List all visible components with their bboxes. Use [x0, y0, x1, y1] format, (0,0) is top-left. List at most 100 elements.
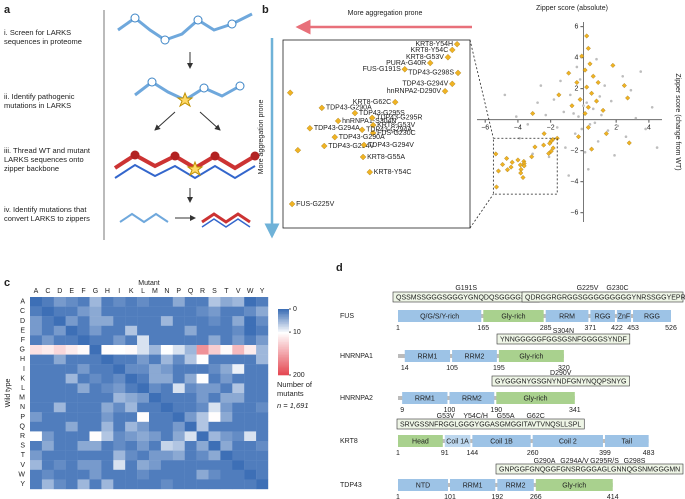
data-point [573, 132, 577, 135]
protein-name: FUS [340, 313, 354, 320]
domain-label: RRM1 [463, 482, 483, 489]
data-point [589, 146, 595, 152]
heatmap-cell [220, 316, 233, 326]
heatmap-cell [41, 421, 54, 432]
point-label: TDP43-G294V [368, 142, 414, 149]
data-point [504, 167, 510, 173]
heatmap-cell [172, 412, 185, 422]
point-label: TDP43-G294V [402, 81, 448, 88]
heatmap-cell [41, 393, 54, 403]
data-point [564, 146, 567, 149]
heatmap-cell [184, 316, 197, 326]
colorbar-label: 0 [293, 306, 297, 313]
residue-number: 190 [490, 407, 502, 414]
heatmap-cell [184, 335, 197, 346]
heatmap-cell [101, 335, 114, 346]
data-point [517, 162, 523, 168]
data-point [530, 110, 536, 116]
heatmap-cell [30, 297, 43, 307]
y-tick-label: V [20, 462, 25, 469]
heatmap-cell [77, 345, 90, 355]
heatmap-cell [256, 393, 269, 403]
data-point [503, 93, 507, 97]
x-tick-label: D [57, 288, 62, 295]
heatmap-cell [196, 393, 209, 403]
colorbar-step [278, 356, 289, 359]
residue-number: 14 [401, 365, 409, 372]
x-tick-label: S [212, 288, 217, 295]
colorbar-step [278, 309, 289, 311]
heatmap-cell [113, 335, 126, 346]
data-point [287, 89, 294, 96]
heatmap-cell [149, 354, 162, 365]
heatmap-cell [220, 479, 233, 490]
data-point [520, 175, 526, 180]
heatmap-cell [53, 460, 66, 470]
data-point [427, 59, 434, 67]
heatmap-cell [65, 441, 78, 451]
heatmap-cell [125, 306, 138, 317]
workflow-step: iii. Thread WT and mutant LARKS sequence… [4, 146, 91, 173]
heatmap-cell [41, 441, 54, 451]
residue-number: 101 [444, 494, 456, 499]
colorbar-step [278, 343, 289, 346]
heatmap-cell [53, 325, 66, 336]
domain-label: RRM2 [506, 482, 526, 489]
heatmap-cell [256, 460, 269, 470]
x-tick-label: K [129, 288, 134, 295]
workflow-step: i. Screen for LARKS sequences in proteom… [4, 28, 82, 46]
heatmap-cell [65, 450, 78, 461]
heatmap-cell [101, 431, 114, 442]
data-point [541, 142, 547, 148]
data-point [588, 123, 592, 126]
heatmap-cell [101, 402, 114, 413]
heatmap-cell [65, 345, 78, 355]
colorbar-step [278, 322, 289, 325]
sequence-box [521, 291, 684, 303]
heatmap-cell [137, 469, 150, 480]
heatmap-cell [113, 373, 126, 384]
heatmap-cell [149, 345, 162, 355]
heatmap-cell [160, 479, 173, 490]
heatmap-cell [232, 441, 245, 451]
data-point [334, 117, 342, 125]
data-point [547, 140, 553, 146]
heatmap-cell [196, 345, 209, 355]
data-point [644, 127, 647, 131]
residue-number: 100 [444, 407, 456, 414]
point-label: TDP43-G295S [359, 110, 405, 117]
heatmap-cell [208, 354, 221, 365]
heatmap-cell [113, 316, 126, 326]
heatmap-cell [160, 441, 173, 451]
x-tick-label: M [152, 288, 158, 295]
residue-number: 105 [446, 365, 458, 372]
heatmap-cell [137, 364, 150, 374]
colorbar-step [278, 328, 289, 331]
heatmap-cell [53, 402, 66, 413]
protein-name: TDP43 [340, 482, 362, 489]
heatmap-cell [77, 364, 90, 374]
heatmap-cell [53, 450, 66, 461]
data-point [655, 146, 659, 149]
colorbar-step [278, 361, 289, 364]
residue-number: 414 [607, 494, 619, 499]
heatmap-cell [256, 297, 269, 307]
data-point [366, 168, 373, 176]
heatmap-title: Mutant [138, 280, 159, 287]
data-point [562, 110, 566, 114]
heatmap-cell [196, 335, 209, 346]
colorbar-step [278, 345, 289, 348]
heatmap-cell [208, 412, 221, 422]
heatmap-cell [41, 412, 54, 422]
heatmap-cell [125, 383, 138, 394]
heatmap-cell [220, 460, 233, 470]
heatmap-cell [89, 460, 102, 470]
colorbar-step [278, 320, 289, 323]
y-tick-label: −2 [570, 148, 578, 155]
data-point [494, 184, 499, 190]
x-tick-label: Y [260, 288, 265, 295]
data-point [392, 98, 399, 106]
data-point [288, 200, 296, 208]
heatmap-cell [41, 306, 54, 317]
